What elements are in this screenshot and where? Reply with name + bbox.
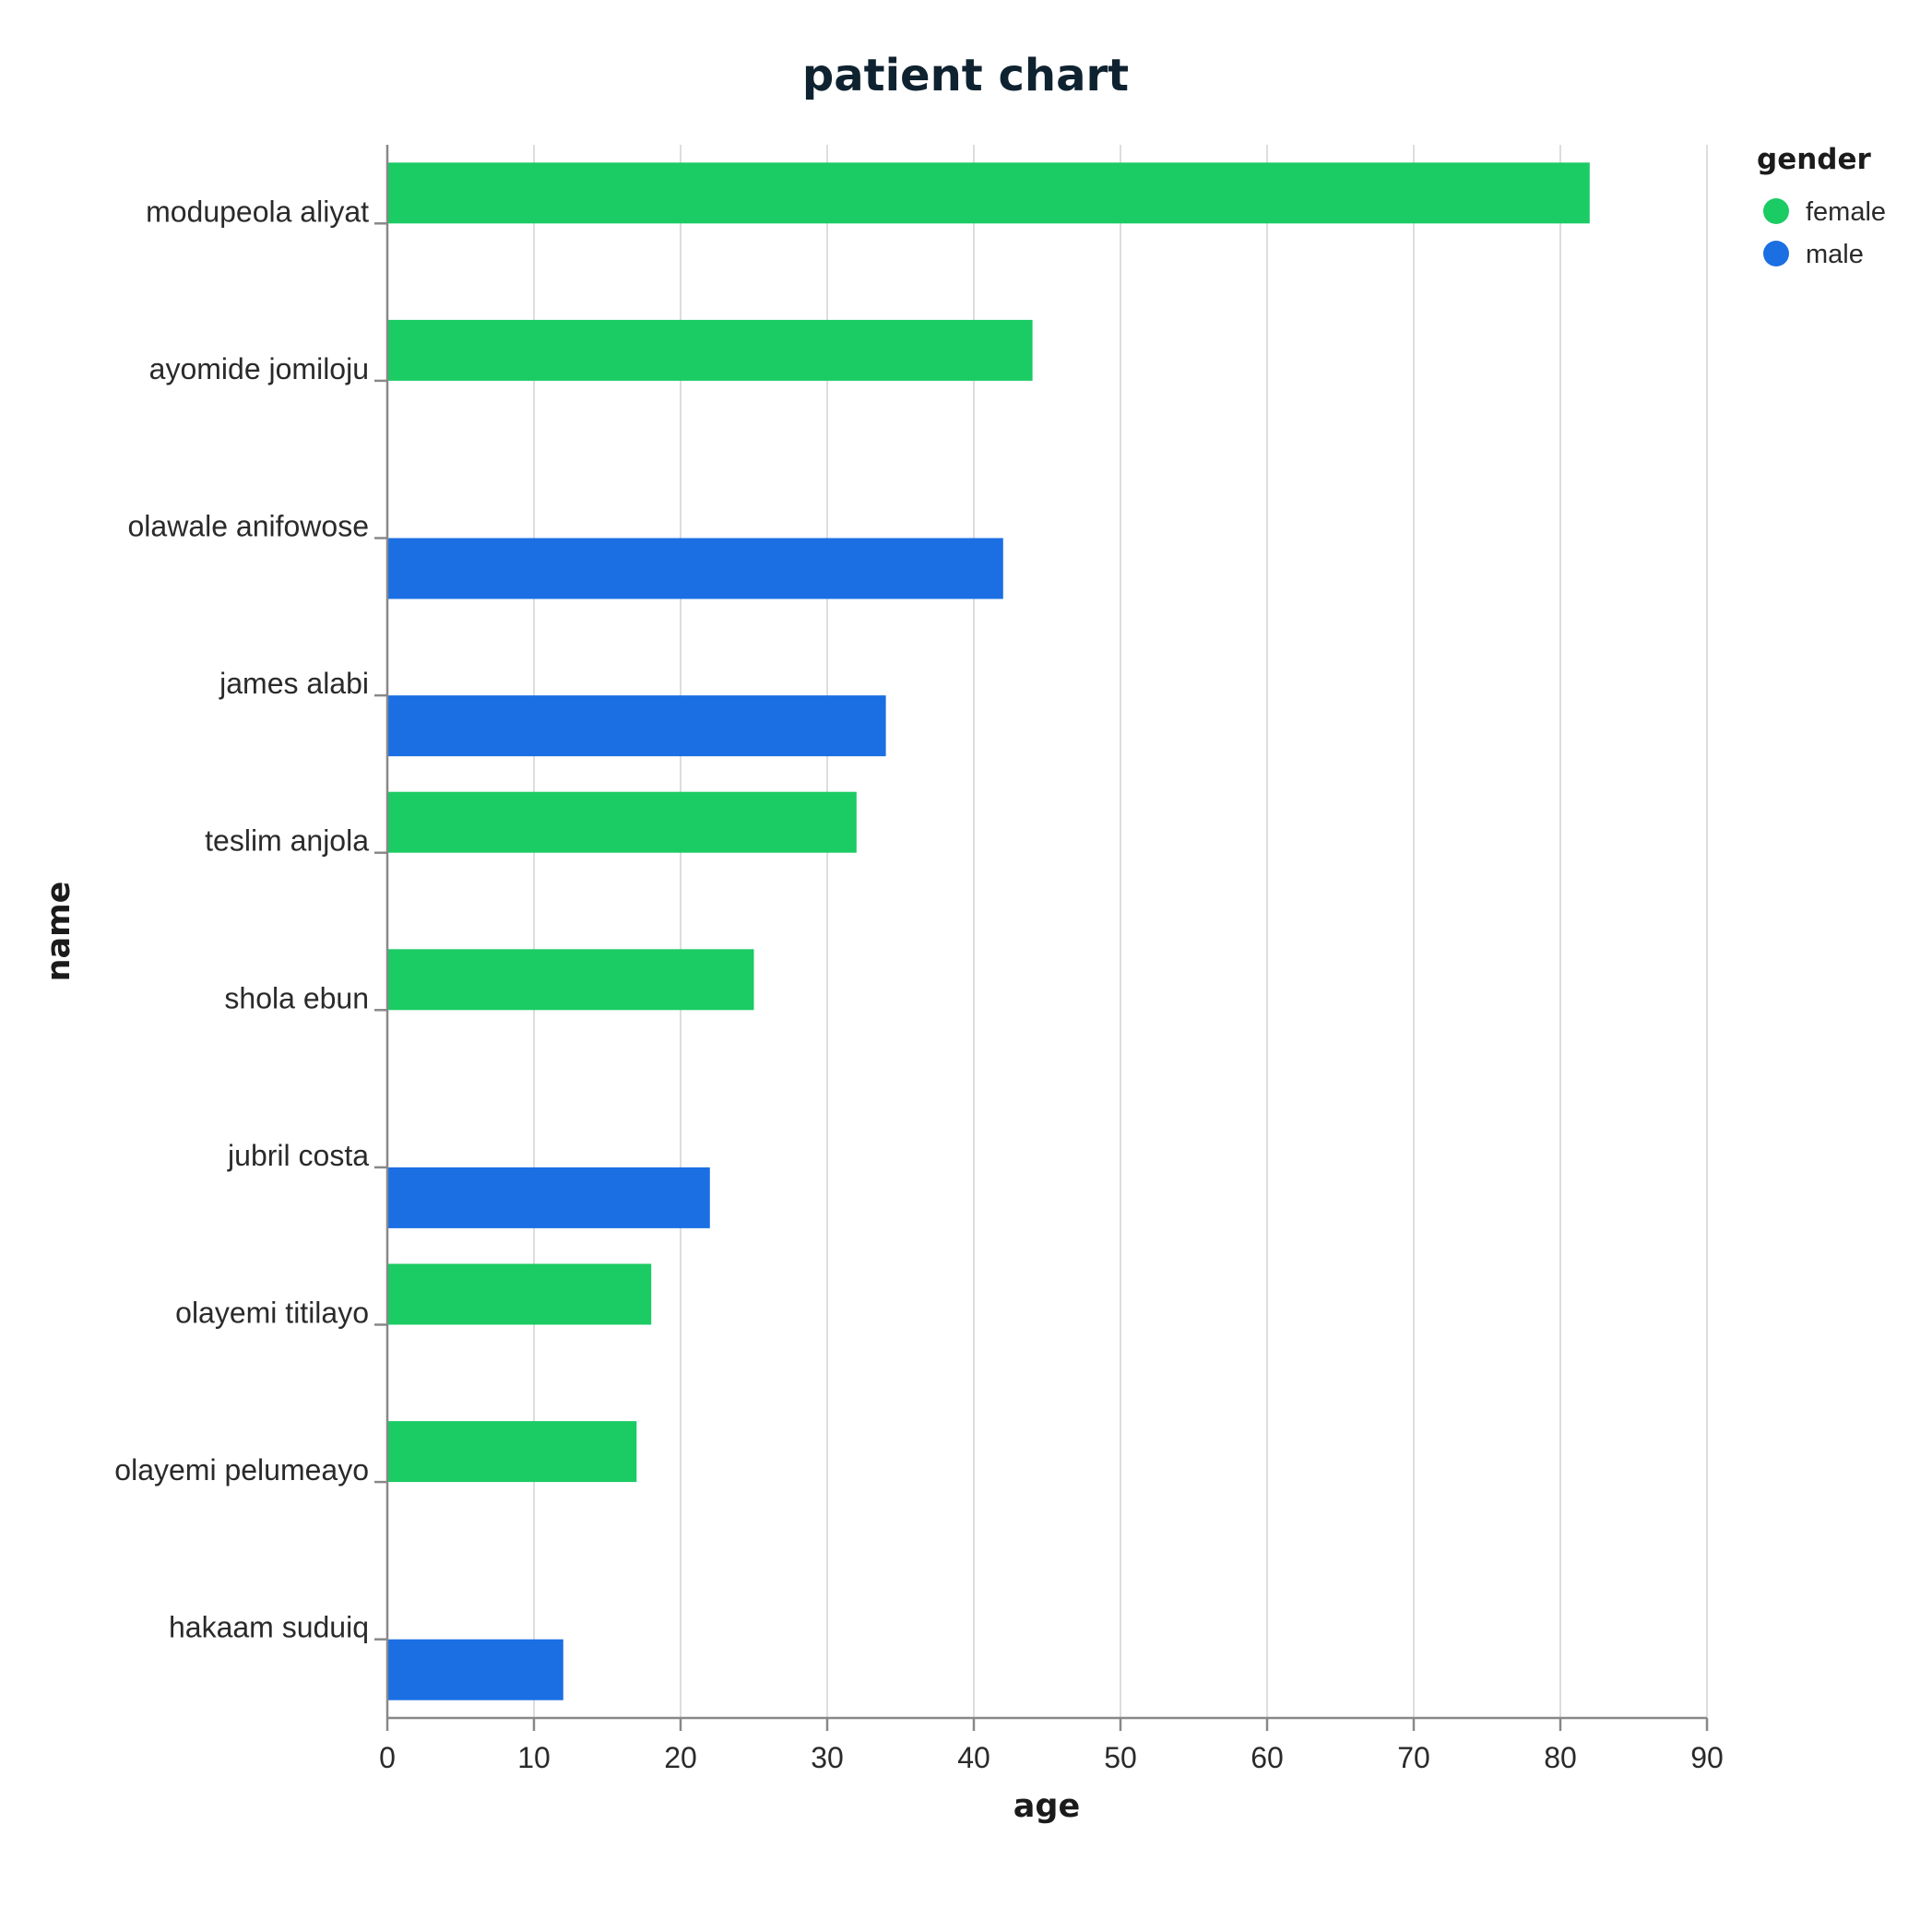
grid-lines <box>533 145 1708 1718</box>
y-tick-label: modupeola aliyat <box>146 195 369 228</box>
x-tick-label: 80 <box>1544 1741 1577 1774</box>
bar-ayomide-jomiloju <box>387 319 1033 381</box>
x-axis-ticks: 0 10 20 30 40 50 60 70 80 90 <box>379 1718 1724 1774</box>
chart-title: patient chart <box>802 50 1129 101</box>
y-tick-label: shola ebun <box>224 981 369 1014</box>
x-tick-label: 70 <box>1397 1741 1430 1774</box>
y-tick-label: olayemi titilayo <box>175 1297 369 1330</box>
legend-label-male: male <box>1806 240 1864 269</box>
x-tick-label: 30 <box>811 1741 844 1774</box>
legend-title: gender <box>1757 143 1872 176</box>
bar-shola-ebun <box>387 949 754 1011</box>
legend-entries: female male <box>1763 197 1886 269</box>
x-tick-label: 0 <box>379 1741 396 1774</box>
x-tick-label: 10 <box>517 1741 551 1774</box>
legend-swatch-male <box>1763 241 1789 267</box>
bar-hakaam-suduiq <box>387 1639 563 1700</box>
x-tick-label: 90 <box>1690 1741 1724 1774</box>
y-tick-label: hakaam suduiq <box>169 1611 369 1644</box>
legend-swatch-female <box>1763 198 1789 224</box>
bar-jubril-costa <box>387 1167 710 1228</box>
legend-label-female: female <box>1806 197 1886 227</box>
y-axis-title: name <box>41 882 77 982</box>
x-tick-label: 60 <box>1250 1741 1284 1774</box>
y-tick-label: james alabi <box>219 667 369 700</box>
y-axis-ticks: modupeola aliyat ayomide jomiloju olawale … <box>114 195 387 1644</box>
bar-olayemi-titilayo <box>387 1263 652 1325</box>
y-tick-label: teslim anjola <box>205 824 369 858</box>
axes <box>385 145 1707 1720</box>
bar-teslim-anjola <box>387 791 857 853</box>
bars <box>387 162 1590 1700</box>
x-tick-label: 50 <box>1104 1741 1137 1774</box>
legend: gender female male <box>1757 143 1886 269</box>
y-tick-label: olayemi pelumeayo <box>114 1453 369 1487</box>
y-tick-label: jubril costa <box>227 1139 369 1172</box>
bar-olayemi-pelumeayo <box>387 1421 637 1483</box>
bar-modupeola-aliyat <box>387 162 1590 224</box>
y-tick-label: olawale anifowose <box>128 510 370 543</box>
x-tick-label: 40 <box>957 1741 990 1774</box>
bar-james-alabi <box>387 695 886 757</box>
y-tick-label: ayomide jomiloju <box>149 352 369 385</box>
x-axis-title: age <box>1013 1788 1080 1825</box>
bar-olawale-anifowose <box>387 538 1003 599</box>
x-tick-label: 20 <box>664 1741 697 1774</box>
